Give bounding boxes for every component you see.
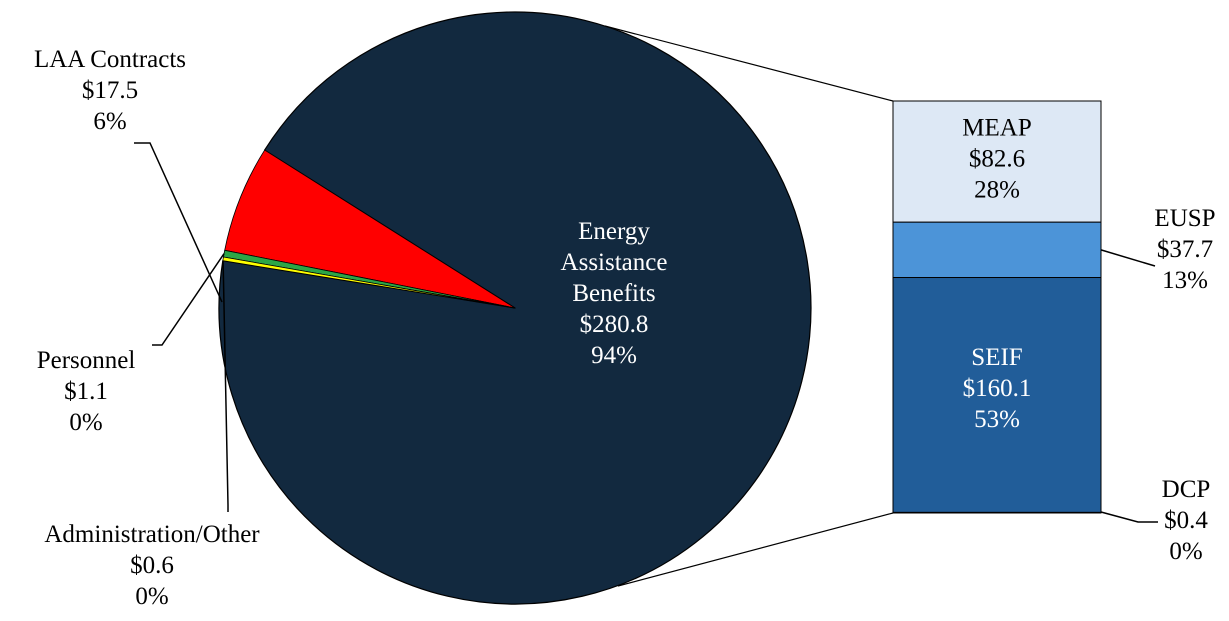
label-eusp: EUSP $37.7 13% (1154, 205, 1215, 294)
label-seif: SEIF $160.1 53% (963, 344, 1032, 433)
label-meap: MEAP $82.6 28% (962, 115, 1031, 204)
leader-eusp (1100, 249, 1156, 267)
label-energy-assistance-benefits: Energy Assistance Benefits $280.8 94% (561, 218, 668, 369)
label-dcp: DCP $0.4 0% (1162, 476, 1211, 565)
pie-slice-administration-other (222, 256, 516, 309)
pie (218, 11, 812, 605)
bar-segment-meap (892, 100, 1102, 223)
pie-slice-energy-assistance-benefits (218, 11, 812, 605)
bar-segment-seif (892, 277, 1102, 513)
leader-dcp (1100, 511, 1158, 523)
connector-line-bottom (617, 512, 894, 587)
leader-laa-contracts (134, 142, 223, 303)
breakdown-bar (892, 100, 1102, 514)
data-labels: Energy Assistance Benefits $280.8 94% LAA Con… (34, 46, 1216, 610)
connector-line-top (604, 25, 894, 102)
bar-segment-dcp (892, 511, 1102, 514)
leader-personnel (152, 253, 225, 346)
leader-administration-other (222, 260, 229, 512)
leader-lines (134, 142, 1158, 523)
bar-segment-eusp (892, 221, 1102, 279)
connector-lines (604, 25, 894, 587)
label-administration-other: Administration/Other $0.6 0% (44, 521, 260, 610)
label-personnel: Personnel $1.1 0% (37, 347, 136, 436)
label-laa-contracts: LAA Contracts $17.5 6% (34, 46, 186, 135)
